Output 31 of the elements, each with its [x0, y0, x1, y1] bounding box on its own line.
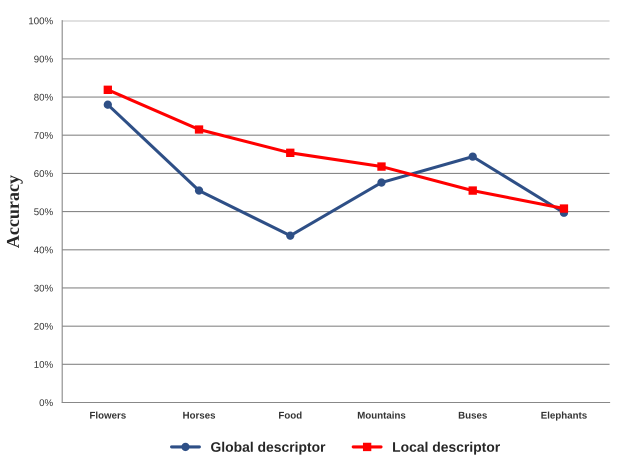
x-tick-label: Buses [458, 412, 487, 419]
y-tick-label: 10% [34, 361, 53, 368]
legend-label: Global descriptor [211, 442, 326, 455]
y-axis-title: Accuracy [6, 175, 23, 248]
x-tick-label: Mountains [358, 412, 406, 419]
point [560, 204, 568, 213]
point [104, 100, 112, 109]
x-tick-label: Food [279, 412, 302, 419]
y-tick-label: 30% [34, 284, 53, 292]
y-tick-label: 60% [34, 170, 53, 178]
x-tick-label: Horses [183, 412, 216, 419]
x-tick-label: Flowers [90, 412, 126, 419]
y-tick-label: 40% [34, 246, 53, 254]
y-tick-label: 90% [34, 56, 53, 62]
y-tick-label: 80% [34, 94, 53, 101]
y-tick-label: 50% [34, 208, 53, 216]
point [377, 162, 386, 171]
point [286, 148, 294, 157]
y-tick-label: 100% [29, 17, 53, 24]
y-tick-label: 0% [40, 399, 53, 406]
y-tick-label: 20% [34, 322, 53, 330]
point [286, 231, 294, 240]
point [104, 86, 112, 94]
y-tick-label: 70% [34, 132, 53, 139]
point [194, 125, 204, 134]
x-tick-label: Elephants [541, 412, 587, 421]
point [468, 152, 477, 161]
point [194, 186, 204, 195]
legend-label: Local descriptor [393, 442, 500, 455]
point [377, 178, 386, 187]
point [468, 186, 477, 195]
